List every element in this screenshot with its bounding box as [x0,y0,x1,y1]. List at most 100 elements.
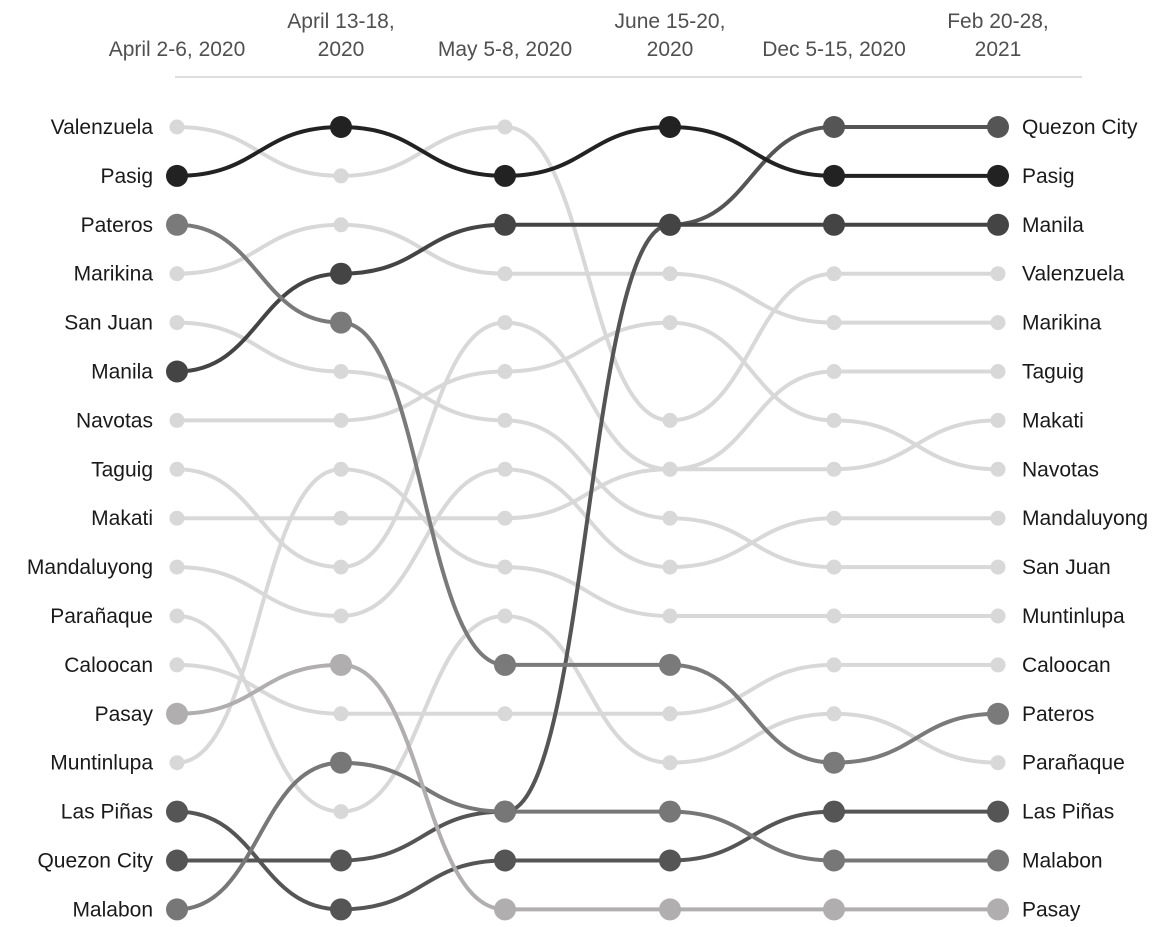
point-pasig-5 [987,164,1009,187]
point-mandaluyong-4 [826,510,842,526]
right-label-malabon: Malabon [1022,850,1103,873]
column-label-line: Dec 5-15, 2020 [762,38,906,61]
point-caloocan-0 [169,657,185,673]
series-line-malabon [175,760,1000,912]
series-points-manila [166,213,1009,383]
point-taguig-1 [333,559,349,575]
point-taguig-2 [497,315,513,331]
point-taguig-0 [169,461,185,477]
series-points-pasig [166,116,1009,187]
series-points-pasay [166,653,1009,921]
point-valenzuela-3 [662,412,678,428]
point-pasig-2 [494,164,516,187]
series-points-valenzuela [169,119,1006,428]
point-navotas-2 [497,364,513,379]
point-pateros-3 [659,653,681,676]
point-pasay-2 [494,898,516,921]
left-label-muntinlupa: Muntinlupa [50,752,153,775]
point-navotas-5 [990,461,1006,477]
series-line-caloocan [175,662,1000,716]
left-label-taguig: Taguig [91,458,153,481]
point-las-pinas-5 [987,800,1009,823]
point-pateros-1 [330,311,352,334]
right-label-quezon-city: Quezon City [1022,116,1138,139]
point-mandaluyong-5 [990,510,1006,526]
point-quezon-city-0 [166,849,188,872]
column-label: Feb 20-28, 2021 [947,10,1049,61]
point-marikina-1 [333,217,349,233]
left-label-malabon: Malabon [72,898,153,921]
left-label-pasay: Pasay [95,703,154,726]
left-rank-labels: Quezon City Pasig Manila Valenzuela Marikina… [27,116,154,921]
point-pasig-0 [166,164,188,187]
point-san-juan-3 [662,510,678,526]
right-label-valenzuela: Valenzuela [1022,263,1125,286]
point-caloocan-2 [497,706,513,722]
series-points-malabon [166,751,1009,921]
column-label-line: April 13-18, [287,10,394,33]
column-label-line: April 2-6, 2020 [109,38,246,61]
left-label-las-pinas: Las Piñas [61,801,153,824]
series-points-las-pinas [166,800,1009,921]
left-label-marikina: Marikina [74,263,154,286]
point-malabon-5 [987,849,1009,872]
point-las-pinas-1 [330,898,352,921]
point-manila-0 [166,360,188,383]
point-navotas-4 [826,412,842,428]
point-marikina-3 [662,266,678,282]
point-las-pinas-2 [494,849,516,872]
left-label-paranaque: Parañaque [50,605,153,628]
point-valenzuela-2 [497,119,513,135]
point-las-pinas-0 [166,800,188,823]
point-pasay-0 [166,702,188,725]
series-points [166,116,1009,921]
left-label-valenzuela: Valenzuela [51,116,154,139]
column-label: May 5-8, 2020 [438,38,572,61]
point-mandaluyong-3 [662,559,678,575]
point-caloocan-3 [662,706,678,722]
point-makati-5 [990,412,1006,428]
point-san-juan-2 [497,412,513,428]
point-san-juan-4 [826,559,842,575]
left-label-san-juan: San Juan [64,312,153,335]
point-pateros-0 [166,213,188,236]
column-label-line: 2020 [318,38,365,61]
point-pateros-5 [987,702,1009,725]
point-makati-4 [826,461,842,477]
column-label-line: June 15-20, [615,10,726,33]
left-label-caloocan: Caloocan [64,654,153,677]
point-mandaluyong-0 [169,559,185,575]
series-line-pasig [175,124,1000,178]
point-valenzuela-5 [990,266,1006,282]
right-label-paranaque: Parañaque [1022,752,1125,775]
point-muntinlupa-4 [826,608,842,624]
point-pasig-4 [823,164,845,187]
point-las-pinas-4 [823,800,845,823]
point-quezon-city-4 [823,116,845,138]
right-label-marikina: Marikina [1022,312,1102,335]
series-points-san-juan [169,315,1006,575]
point-malabon-1 [330,751,352,774]
point-muntinlupa-0 [169,755,185,771]
series-line-makati [175,418,1000,521]
right-label-navotas: Navotas [1022,458,1099,481]
point-pasay-4 [823,898,845,921]
point-manila-1 [330,262,352,285]
right-label-san-juan: San Juan [1022,556,1111,579]
series-line-marikina [175,222,1000,325]
left-label-pasig: Pasig [100,165,153,188]
right-label-makati: Makati [1022,409,1084,432]
point-navotas-1 [333,412,349,428]
point-pasay-3 [659,898,681,921]
point-malabon-2 [494,800,516,823]
left-label-quezon-city: Quezon City [37,850,153,873]
point-paranaque-5 [990,755,1006,771]
point-manila-3 [659,213,681,236]
point-caloocan-1 [333,706,349,722]
point-malabon-4 [823,849,845,872]
series-lines [175,124,1000,912]
right-label-pateros: Pateros [1022,703,1094,726]
point-valenzuela-4 [826,266,842,282]
left-label-mandaluyong: Mandaluyong [27,556,153,579]
